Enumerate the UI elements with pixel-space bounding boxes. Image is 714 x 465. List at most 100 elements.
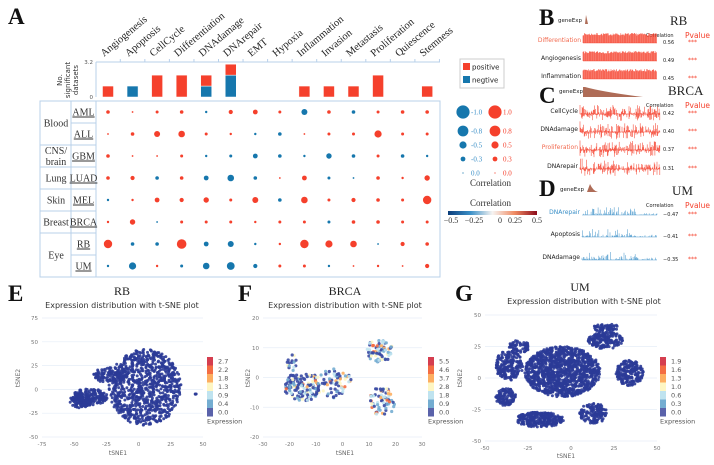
scatter-point [565, 376, 569, 380]
scatter-point [109, 393, 113, 397]
scatter-point [159, 354, 163, 358]
scatter-xtick-label: -25 [524, 446, 533, 452]
correlation-dot [327, 176, 331, 180]
expression-colorbar-label: 1.3 [671, 375, 681, 383]
scatter-point [624, 372, 628, 376]
scatter-point [594, 374, 598, 378]
scatter-point [579, 412, 583, 416]
scatter-point [110, 372, 113, 376]
scatter-point [510, 394, 514, 397]
scatter-point [120, 384, 124, 388]
scatter-point [512, 354, 516, 358]
scatter-point [369, 399, 373, 403]
scatter-point [567, 367, 571, 370]
scatter-point [118, 390, 122, 394]
scatter-point [118, 376, 122, 380]
scatter-point [139, 366, 143, 370]
expression-colorbar-block [207, 357, 213, 366]
cancer-label: BRCA [70, 218, 98, 229]
size-legend-label: -1.0 [471, 109, 483, 117]
scatter-point [173, 368, 177, 372]
correlation-dot [278, 264, 282, 268]
scatter-point [597, 333, 601, 337]
scatter-point [576, 384, 580, 388]
scatter-xtick-label: 20 [392, 442, 399, 448]
group-label: brain [46, 157, 67, 168]
scatter-point [100, 368, 104, 372]
scatter-point [386, 392, 390, 396]
gene-expression-label: geneExp [558, 18, 582, 24]
correlation-dot [180, 154, 184, 158]
scatter-point [503, 358, 507, 362]
scatter-point [165, 389, 169, 393]
scatter-point [494, 363, 498, 367]
scatter-point [506, 401, 509, 405]
scatter-point [567, 391, 570, 395]
scatter-point [557, 369, 561, 372]
scatter-point [293, 375, 297, 380]
scatter-point [305, 388, 309, 392]
scatter-point [522, 341, 526, 345]
legend-swatch-negative [463, 76, 470, 83]
expression-colorbar-label: 3.7 [439, 375, 449, 383]
scatter-point [87, 396, 91, 400]
scatter-point [520, 369, 524, 372]
scatter-point [133, 379, 137, 383]
scatter-point [537, 368, 541, 371]
scatter-point [589, 409, 593, 413]
scatter-point [124, 365, 128, 369]
expression-colorbar-block [428, 382, 434, 391]
scatter-point [383, 357, 387, 362]
scatter-point [532, 424, 536, 428]
scatter-point [135, 412, 139, 416]
scatter-point [559, 351, 563, 355]
scatter-point [309, 397, 313, 401]
correlation-value: 0.31 [663, 166, 674, 172]
expression-colorbar-block [428, 391, 434, 400]
scatter-point [347, 380, 351, 384]
scatter-point [496, 372, 500, 376]
scatter-point [151, 387, 155, 391]
scatter-point [566, 363, 569, 367]
scatter-point [558, 418, 562, 421]
scatter-point [325, 383, 329, 387]
correlation-dot [156, 155, 159, 157]
scatter-point [572, 371, 575, 375]
scatter-point [145, 418, 149, 422]
scatter-xtick-label: 25 [611, 446, 618, 452]
scatter-point [151, 352, 155, 356]
pvalue-value: *** [688, 128, 697, 135]
scatter-point [597, 375, 601, 379]
expression-colorbar-title: Expression [207, 418, 242, 426]
scatter-point [571, 353, 575, 357]
scatter-point [163, 393, 167, 397]
scatter-point [129, 415, 132, 418]
scatter-point [115, 408, 119, 412]
scatter-point [595, 342, 599, 346]
scatter-xtick-label: 50 [654, 446, 661, 452]
scatter-point [615, 343, 619, 347]
scatter-point [582, 410, 586, 414]
scatter-point [545, 424, 549, 428]
bar-ytick-label: 3.2 [84, 60, 93, 66]
size-legend-dot-positive [491, 141, 499, 149]
scatter-point [573, 390, 577, 394]
correlation-dot [204, 220, 208, 224]
scatter-point [563, 366, 566, 370]
scatter-point [316, 382, 320, 386]
correlation-dot [203, 241, 209, 247]
group-label: Eye [48, 251, 64, 262]
scatter-point [595, 329, 599, 332]
scatter-point [583, 419, 587, 423]
size-legend-dot-negative [462, 172, 464, 174]
scatter-point [347, 374, 351, 379]
cancer-label: AML [72, 108, 94, 119]
scatter-point [94, 397, 98, 401]
expression-colorbar-title: Expression [660, 418, 695, 426]
expression-colorbar-label: 0.3 [671, 400, 681, 408]
scatter-point [600, 418, 604, 422]
signature-track [579, 121, 661, 140]
scatter-point [151, 414, 155, 418]
scatter-point [390, 409, 394, 414]
scatter-point [528, 360, 532, 364]
